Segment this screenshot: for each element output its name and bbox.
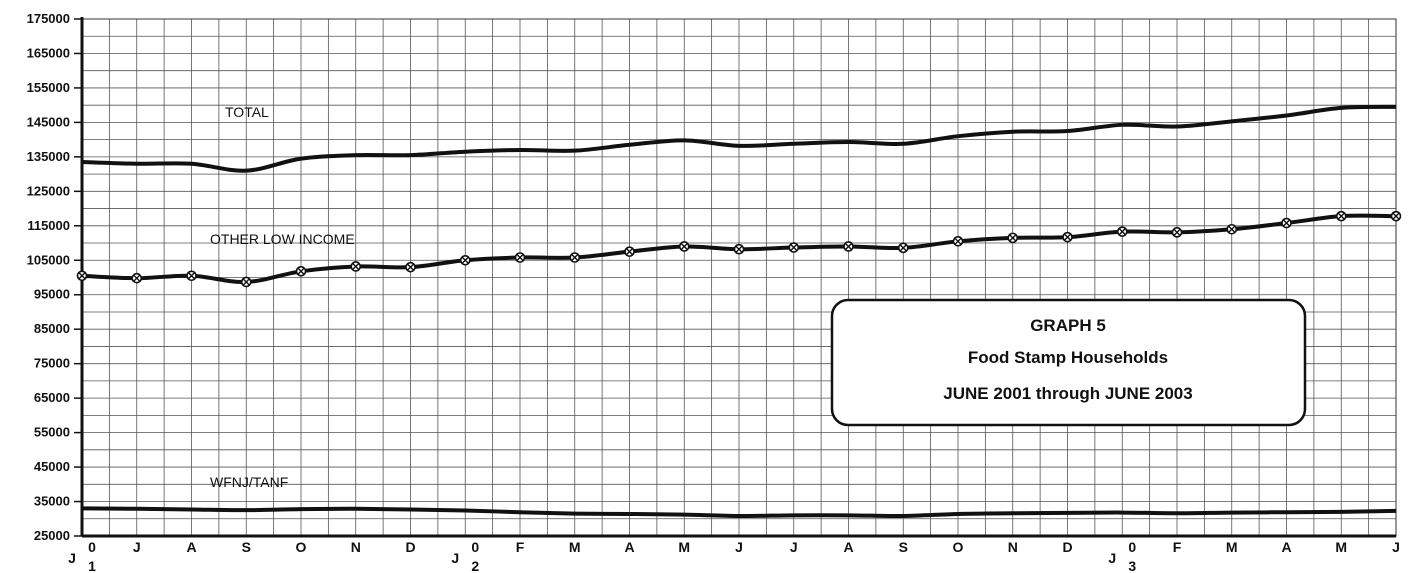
series-line-total [81,104,1397,173]
x-tick-label: M [569,539,581,555]
series-line-wfnj-tanf [81,506,1397,519]
y-tick-label: 35000 [34,494,70,509]
series-lines [76,104,1402,519]
x-tick-label-part: 1 [88,558,96,573]
x-tick-label: M [1335,539,1347,555]
x-tick-label: O [296,539,307,555]
data-point [897,242,909,254]
x-tick-label: F [516,539,525,555]
y-tick-label: 85000 [34,321,70,336]
series-labels: TOTAL OTHER LOW INCOME WFNJ/TANF [210,104,355,490]
data-point [76,270,88,282]
y-tick-label: 135000 [27,149,70,164]
data-point [1226,223,1238,235]
y-tick-label: 55000 [34,425,70,440]
x-tick-label: D [1062,539,1072,555]
y-tick-label: 125000 [27,183,70,198]
x-tick-label-part: 0 [1128,539,1136,555]
x-tick-label-part: J [68,550,76,566]
data-point [624,246,635,257]
y-tick-label: 25000 [34,528,70,543]
series-label-total: TOTAL [225,104,269,120]
data-point [678,241,690,252]
x-tick-label: S [242,539,251,555]
x-tick-label: J [133,539,141,555]
data-point [514,252,526,263]
x-tick-label: J [735,539,743,555]
y-tick-label: 45000 [34,459,70,474]
y-tick-label: 75000 [34,356,70,371]
data-point [350,261,362,272]
x-tick-label: A [1281,539,1291,555]
x-tick-label-part: 0 [88,539,96,555]
data-point [405,261,416,273]
x-tick-label-part: 2 [471,558,479,573]
data-point [1171,227,1183,238]
chart-title: GRAPH 5 [1030,316,1106,335]
data-point [295,265,307,277]
data-point [1281,217,1292,229]
x-tick-label: J0 1 [68,539,96,573]
series-label-wfnj-tanf: WFNJ/TANF [210,474,288,490]
data-point [186,270,197,282]
data-point [843,241,854,252]
y-tick-label: 105000 [27,252,70,267]
y-tick-label: 165000 [27,45,70,60]
title-box: GRAPH 5 Food Stamp Households JUNE 2001 … [830,298,1307,427]
y-tick-label: 145000 [27,114,70,129]
y-tick-label: 95000 [34,287,70,302]
y-tick-label: 155000 [27,80,70,95]
data-point [952,236,964,247]
data-point [1390,210,1402,222]
data-point [131,272,143,284]
x-tick-label: N [1008,539,1018,555]
x-tick-label: O [953,539,964,555]
x-tick-label: J0 2 [451,539,479,573]
x-tick-label: J0 3 [1108,539,1136,573]
x-tick-label-part: 0 [471,539,479,555]
y-tick-labels: 25000 35000 45000 55000 65000 75000 85000 95000… [27,11,82,543]
x-tick-label: A [624,539,634,555]
data-point [1116,226,1128,237]
x-tick-label: M [678,539,690,555]
x-tick-label: D [405,539,415,555]
chart-subtitle-dates: JUNE 2001 through JUNE 2003 [943,384,1192,403]
x-tick-label-part: J [1108,550,1116,566]
data-point [569,252,581,263]
x-tick-label: S [899,539,908,555]
x-tick-label: M [1226,539,1238,555]
x-tick-label: A [186,539,196,555]
x-tick-label-part: 3 [1128,558,1136,573]
x-tick-label: J [790,539,798,555]
data-point [788,242,800,253]
y-tick-label: 175000 [27,11,70,26]
x-tick-label: F [1173,539,1182,555]
data-point [240,276,252,288]
data-point [1062,231,1073,243]
y-tick-label: 65000 [34,390,70,405]
series-label-other-low-income: OTHER LOW INCOME [210,231,355,247]
x-tick-label-part: J [451,550,459,566]
chart-subtitle: Food Stamp Households [968,348,1168,367]
x-tick-label: N [351,539,361,555]
data-point [1007,232,1019,244]
data-point [733,243,745,255]
data-point [1335,210,1347,222]
y-tick-label: 115000 [27,218,70,233]
x-tick-label: A [843,539,853,555]
x-tick-label: J [1392,539,1400,555]
data-point [459,254,471,266]
